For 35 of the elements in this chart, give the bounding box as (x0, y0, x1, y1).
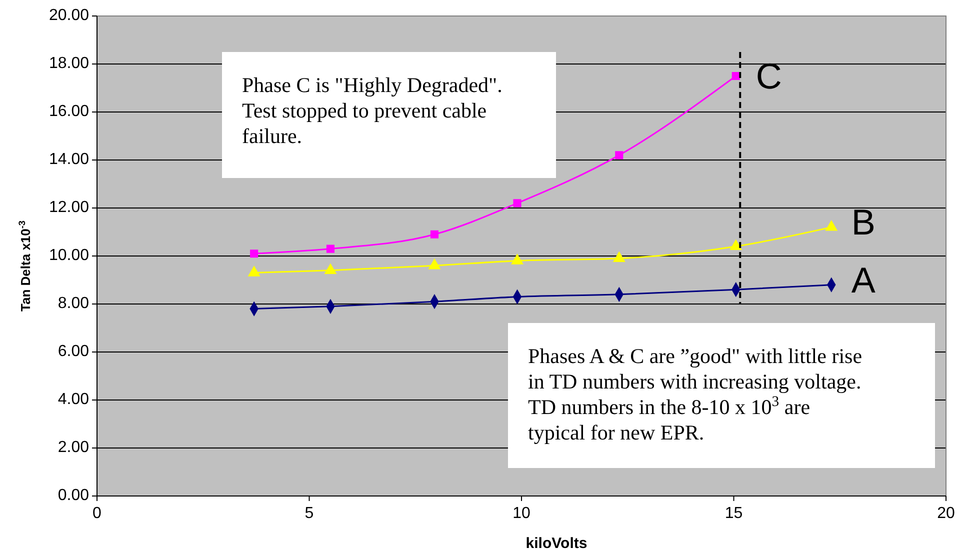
y-tick-label: 4.00 (58, 391, 90, 408)
point (250, 250, 258, 258)
x-tick-label: 10 (512, 505, 530, 522)
x-tick-label: 20 (937, 505, 955, 522)
point (615, 151, 624, 160)
series-label: A (851, 259, 876, 300)
x-tick-label: 5 (304, 505, 314, 522)
x-tick-label: 0 (92, 505, 102, 522)
point (428, 258, 440, 270)
point (324, 264, 336, 274)
y-tick-label: 14.00 (48, 151, 90, 168)
series-label: C (756, 56, 782, 97)
point (732, 72, 740, 80)
y-tick-label: 12.00 (48, 199, 90, 216)
annotation: Phase C is "Highly Degraded". Test stopped to prevent cable failure. (242, 73, 502, 148)
y-tick-label: 16.00 (48, 103, 90, 120)
y-tick-label: 20.00 (48, 7, 90, 24)
point (730, 240, 742, 250)
y-tick-label: 10.00 (48, 247, 90, 264)
y-tick-label: 18.00 (48, 55, 90, 72)
y-tick-label: 0.00 (58, 487, 90, 504)
y-tick-label: 8.00 (58, 295, 90, 312)
text: Phases A & C are ”good" with little rise in TD numbers with increasing voltage. TD numbers in the 8-10 x 10$^{3}$ are typical for new EPR. (528, 344, 862, 444)
point (513, 199, 522, 208)
point (326, 244, 335, 253)
point (826, 220, 838, 231)
point (511, 254, 524, 264)
point (248, 266, 260, 276)
point (613, 252, 626, 262)
y-tick-label: 2.00 (58, 439, 90, 456)
x-tick-label: 15 (724, 505, 743, 522)
point (430, 230, 439, 238)
x-axis-title: kiloVolts (526, 535, 588, 550)
series-label: B (851, 202, 876, 243)
y-tick-label: 6.00 (58, 343, 90, 360)
